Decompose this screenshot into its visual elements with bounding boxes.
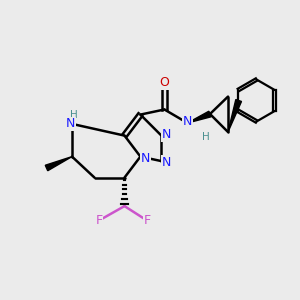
Polygon shape bbox=[188, 111, 211, 123]
Text: H: H bbox=[70, 110, 78, 121]
Text: N: N bbox=[162, 128, 172, 142]
Text: N: N bbox=[66, 117, 75, 130]
Polygon shape bbox=[45, 157, 72, 171]
Text: F: F bbox=[143, 214, 151, 227]
Text: N: N bbox=[141, 152, 151, 166]
Text: H: H bbox=[202, 131, 209, 142]
Text: N: N bbox=[183, 115, 192, 128]
Text: N: N bbox=[162, 156, 172, 169]
Text: O: O bbox=[160, 76, 169, 89]
Polygon shape bbox=[228, 100, 242, 132]
Text: F: F bbox=[95, 214, 103, 227]
